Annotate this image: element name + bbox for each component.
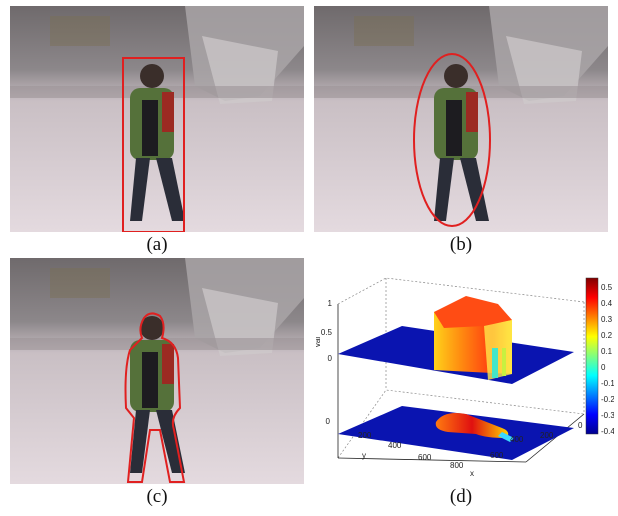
y-axis-line bbox=[337, 457, 527, 463]
x-tick: 0 bbox=[578, 421, 583, 430]
x-axis-line bbox=[525, 413, 585, 463]
photo-a bbox=[10, 6, 304, 232]
colorbar-tick: -0.4 bbox=[601, 427, 614, 436]
z-tick: 0.5 bbox=[321, 328, 333, 337]
y-tick: 400 bbox=[388, 441, 402, 450]
colorbar-tick: 0.2 bbox=[601, 331, 613, 340]
panel-a bbox=[10, 6, 304, 232]
plot-panel: 1 0.5 0 val 0 200 400 600 y 800 600 400 … bbox=[316, 262, 614, 488]
colorbar-tick: -0.3 bbox=[601, 411, 614, 420]
x-tick: 800 bbox=[450, 461, 464, 470]
colorbar-tick: 0.4 bbox=[601, 299, 613, 308]
colorbar-ticks: 0.5 0.4 0.3 0.2 0.1 0 -0.1 -0.2 -0.3 -0.… bbox=[601, 283, 614, 436]
panel-b bbox=[314, 6, 608, 232]
colorbar-tick: 0.3 bbox=[601, 315, 613, 324]
lower-blob-tail bbox=[498, 432, 514, 442]
contour-overlay bbox=[124, 312, 186, 483]
lower-plane bbox=[338, 406, 574, 460]
caption-d: (d) bbox=[449, 486, 473, 507]
y-axis-label: y bbox=[362, 451, 366, 460]
x-tick: 200 bbox=[540, 431, 554, 440]
caption-b: (b) bbox=[449, 234, 473, 255]
z-tick: 0 bbox=[328, 354, 333, 363]
x-tick: 400 bbox=[510, 435, 524, 444]
caption-c: (c) bbox=[146, 486, 168, 507]
person-figure bbox=[130, 316, 185, 473]
bounding-box-overlay bbox=[122, 57, 185, 232]
z-tick: 1 bbox=[328, 299, 333, 308]
caption-a: (a) bbox=[146, 234, 168, 255]
y-tick: 200 bbox=[358, 431, 372, 440]
x-axis-label: x bbox=[470, 469, 474, 478]
person-figure bbox=[130, 64, 185, 221]
colorbar bbox=[585, 277, 599, 435]
raised-surface bbox=[434, 296, 512, 380]
ellipse-overlay bbox=[413, 53, 491, 227]
colorbar-tick: 0.1 bbox=[601, 347, 613, 356]
person-figure bbox=[434, 64, 489, 221]
photo-b bbox=[314, 6, 608, 232]
colorbar-tick: -0.1 bbox=[601, 379, 614, 388]
x-tick: 600 bbox=[490, 451, 504, 460]
colorbar-tick: -0.2 bbox=[601, 395, 614, 404]
colorbar-tick: 0 bbox=[601, 363, 606, 372]
panel-c bbox=[10, 258, 304, 484]
z-axis-label: val bbox=[316, 337, 322, 347]
photo-c bbox=[10, 258, 304, 484]
y-tick: 600 bbox=[418, 453, 432, 462]
lower-blob bbox=[435, 413, 509, 438]
z-tick-lower: 0 bbox=[326, 417, 331, 426]
colorbar-tick: 0.5 bbox=[601, 283, 613, 292]
surface-plot: 1 0.5 0 val 0 200 400 600 y 800 600 400 … bbox=[316, 277, 614, 478]
